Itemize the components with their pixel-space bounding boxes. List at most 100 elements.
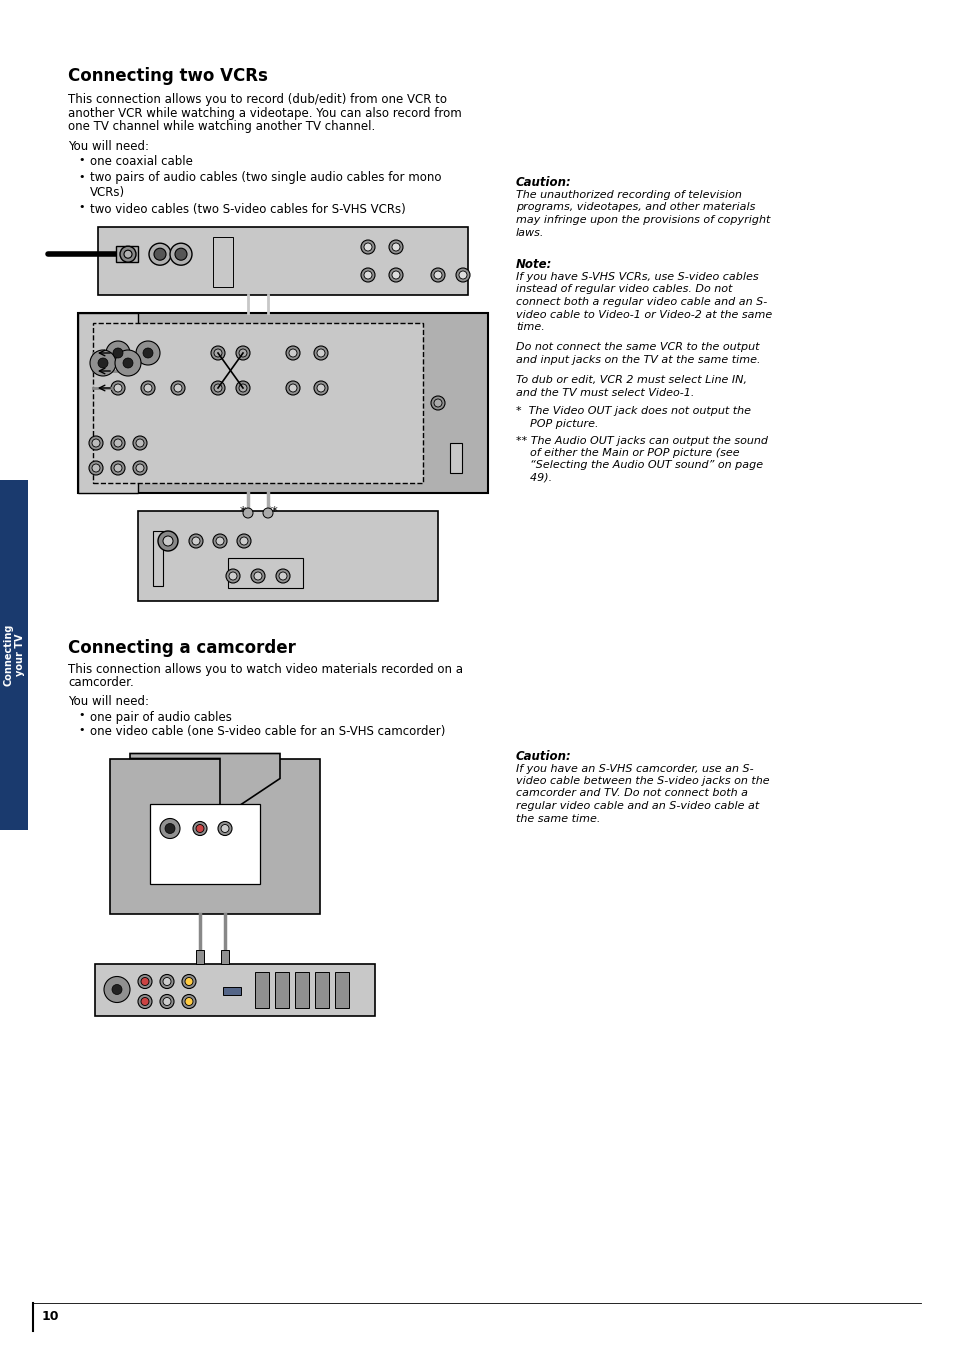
Circle shape	[111, 436, 125, 450]
Circle shape	[160, 974, 173, 989]
Bar	[78, 313, 488, 493]
Circle shape	[213, 534, 227, 549]
Text: **: **	[267, 505, 278, 517]
Circle shape	[141, 381, 154, 394]
Circle shape	[144, 384, 152, 392]
Text: two pairs of audio cables (two single audio cables for mono: two pairs of audio cables (two single au…	[90, 172, 441, 185]
Circle shape	[192, 536, 200, 544]
Circle shape	[185, 978, 193, 985]
Circle shape	[113, 384, 122, 392]
Circle shape	[111, 461, 125, 476]
Circle shape	[434, 399, 441, 407]
Circle shape	[111, 381, 125, 394]
Text: •: •	[78, 711, 85, 720]
Circle shape	[286, 381, 299, 394]
Text: •: •	[78, 172, 85, 181]
Text: time.: time.	[516, 322, 544, 332]
Circle shape	[392, 272, 399, 280]
Text: and the TV must select Video-1.: and the TV must select Video-1.	[516, 388, 694, 399]
Bar	[221, 950, 229, 963]
Circle shape	[240, 536, 248, 544]
Text: Connecting a camcorder: Connecting a camcorder	[68, 639, 295, 657]
Text: POP picture.: POP picture.	[516, 419, 598, 430]
Text: VCRs): VCRs)	[90, 186, 125, 199]
Bar	[274, 971, 289, 1008]
Circle shape	[153, 249, 166, 261]
Circle shape	[98, 358, 108, 367]
Circle shape	[115, 350, 141, 376]
Text: This connection allows you to record (dub/edit) from one VCR to: This connection allows you to record (du…	[68, 93, 447, 105]
Circle shape	[213, 349, 222, 357]
Bar	[138, 511, 437, 601]
Circle shape	[289, 349, 296, 357]
Circle shape	[91, 439, 100, 447]
Circle shape	[90, 350, 116, 376]
Bar	[98, 227, 468, 295]
Circle shape	[136, 439, 144, 447]
Circle shape	[360, 267, 375, 282]
Circle shape	[170, 243, 192, 265]
Bar	[450, 443, 461, 473]
Circle shape	[243, 508, 253, 517]
Circle shape	[158, 531, 178, 551]
Text: 10: 10	[42, 1310, 59, 1324]
Circle shape	[289, 384, 296, 392]
Text: instead of regular video cables. Do not: instead of regular video cables. Do not	[516, 285, 732, 295]
Circle shape	[165, 824, 174, 834]
Circle shape	[141, 997, 149, 1005]
Bar	[78, 313, 138, 493]
Circle shape	[91, 463, 100, 471]
Circle shape	[456, 267, 470, 282]
Text: Caution:: Caution:	[516, 176, 571, 189]
Circle shape	[226, 569, 240, 584]
Circle shape	[314, 381, 328, 394]
Text: camcorder.: camcorder.	[68, 677, 133, 689]
Text: •: •	[78, 155, 85, 165]
Circle shape	[218, 821, 232, 835]
Circle shape	[392, 243, 399, 251]
Bar	[335, 971, 349, 1008]
Bar	[110, 758, 319, 913]
Circle shape	[104, 977, 130, 1002]
Circle shape	[253, 571, 262, 580]
Circle shape	[431, 396, 444, 409]
Circle shape	[138, 974, 152, 989]
Text: Connecting two VCRs: Connecting two VCRs	[68, 68, 268, 85]
Text: one pair of audio cables: one pair of audio cables	[90, 711, 232, 724]
Bar	[150, 804, 260, 884]
Text: •: •	[78, 203, 85, 212]
Text: regular video cable and an S-video cable at: regular video cable and an S-video cable…	[516, 801, 759, 811]
Circle shape	[364, 272, 372, 280]
Circle shape	[138, 994, 152, 1008]
Circle shape	[235, 346, 250, 359]
Circle shape	[236, 534, 251, 549]
Circle shape	[239, 384, 247, 392]
Circle shape	[112, 349, 123, 358]
Circle shape	[112, 985, 122, 994]
Text: You will need:: You will need:	[68, 139, 149, 153]
Bar	[195, 950, 204, 963]
Text: video cable between the S-video jacks on the: video cable between the S-video jacks on…	[516, 775, 769, 786]
Circle shape	[123, 358, 132, 367]
Circle shape	[132, 461, 147, 476]
Text: You will need:: You will need:	[68, 694, 149, 708]
Circle shape	[136, 340, 160, 365]
Circle shape	[120, 246, 136, 262]
Circle shape	[113, 439, 122, 447]
Circle shape	[185, 997, 193, 1005]
Text: If you have S-VHS VCRs, use S-video cables: If you have S-VHS VCRs, use S-video cabl…	[516, 272, 758, 282]
Circle shape	[195, 824, 204, 832]
Text: The unauthorized recording of television: The unauthorized recording of television	[516, 190, 741, 200]
Circle shape	[263, 508, 273, 517]
Circle shape	[213, 384, 222, 392]
Circle shape	[275, 569, 290, 584]
Circle shape	[89, 436, 103, 450]
Bar	[95, 963, 375, 1016]
Circle shape	[160, 819, 180, 839]
Circle shape	[360, 240, 375, 254]
Circle shape	[221, 824, 229, 832]
Bar	[294, 971, 309, 1008]
Text: may infringe upon the provisions of copyright: may infringe upon the provisions of copy…	[516, 215, 770, 226]
Text: *: *	[239, 505, 246, 517]
Circle shape	[149, 243, 171, 265]
